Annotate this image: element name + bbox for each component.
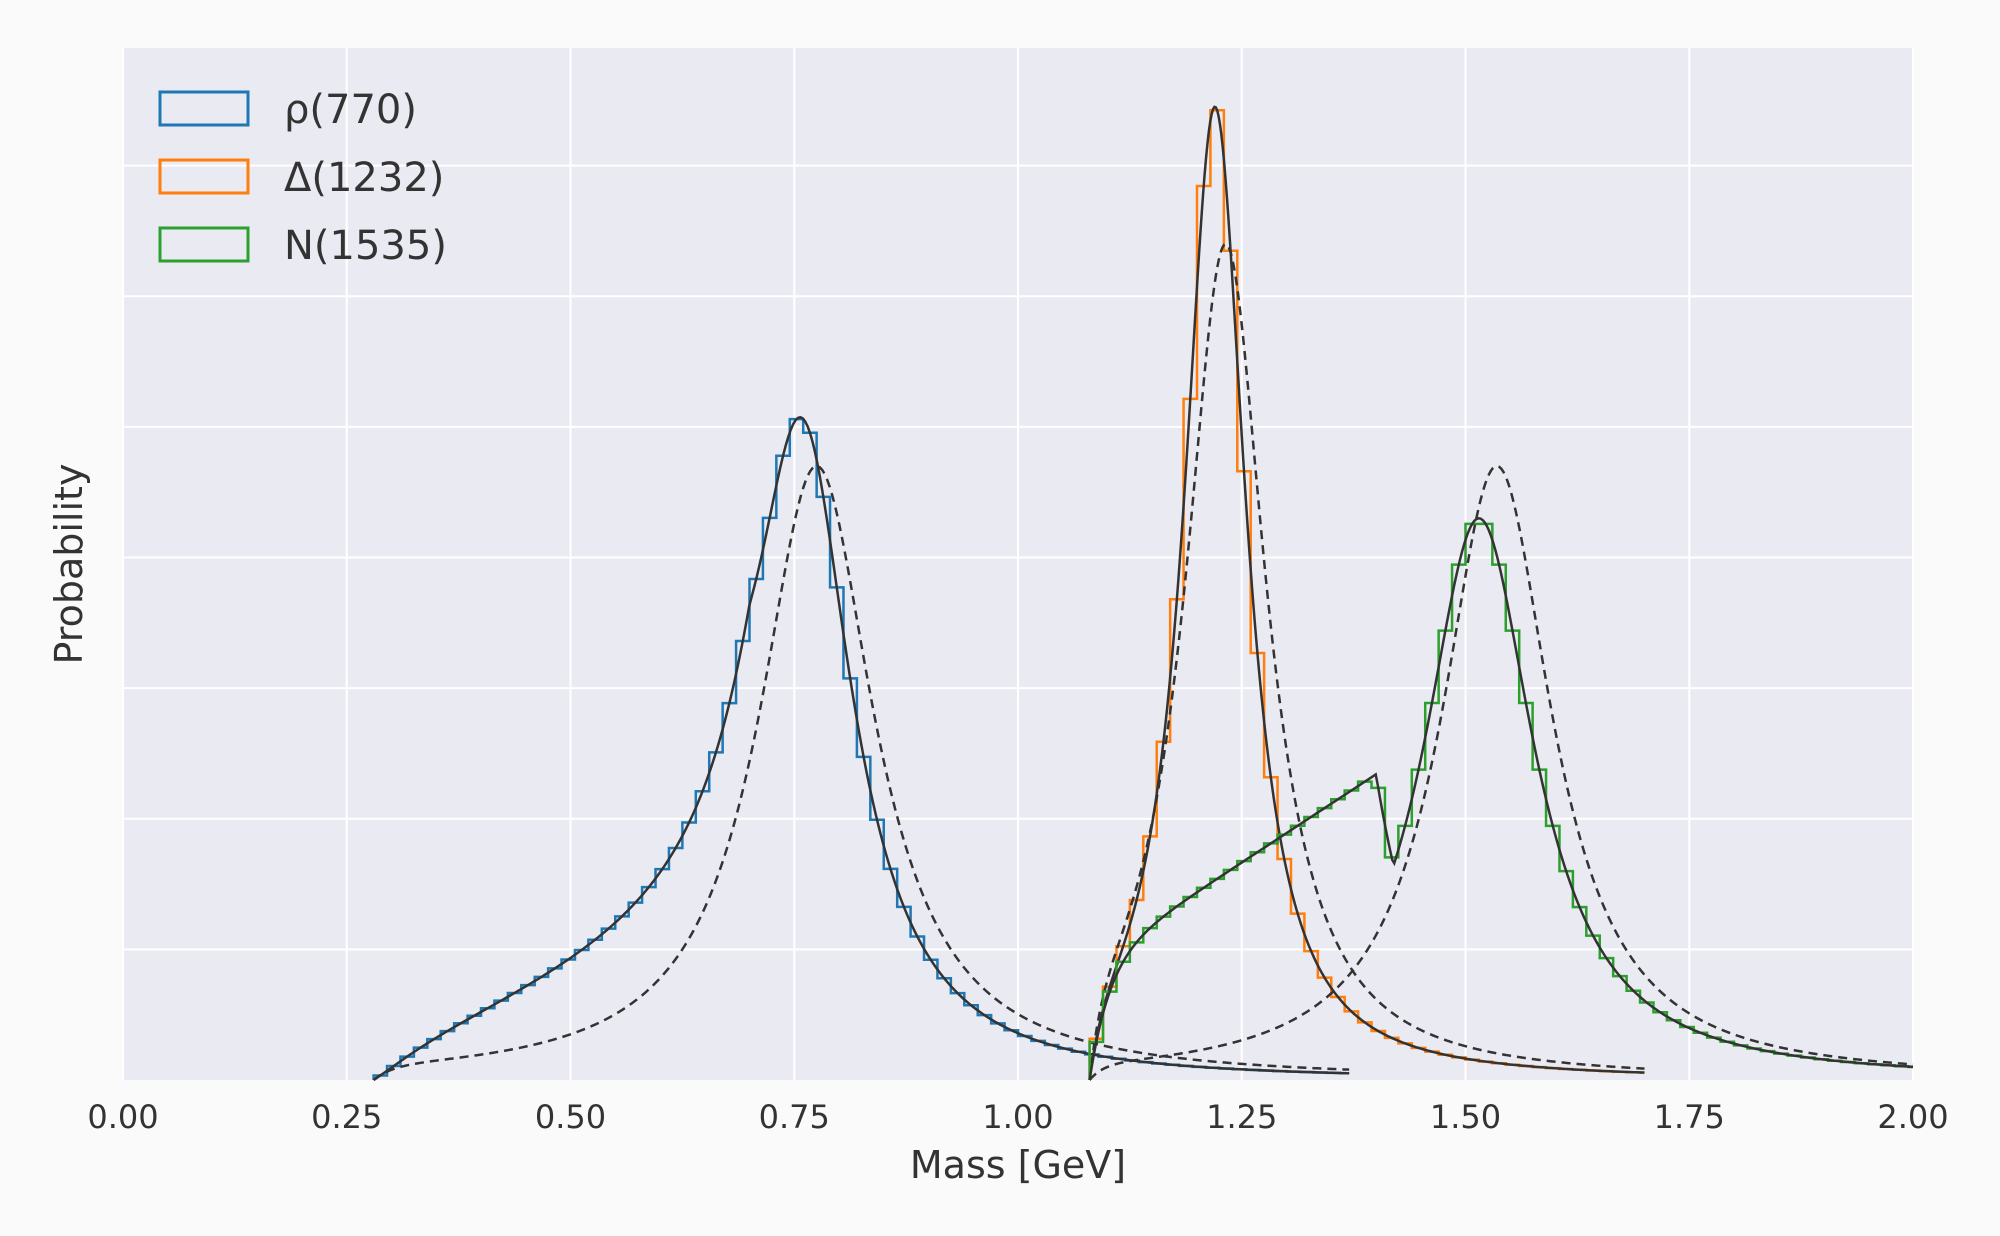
grid-lines [122,48,1914,1080]
legend-label: ρ(770) [284,87,417,133]
x-tick-label: 2.00 [1877,1098,1948,1136]
fit-curve-solid [1088,105,1645,1081]
legend-label: N(1535) [284,223,447,269]
legend: ρ(770) Δ(1232) N(1535) [158,87,447,269]
x-tick-label: 1.75 [1654,1098,1725,1136]
series-group [1088,464,1914,1081]
series-group [1088,105,1645,1081]
fit-curve-solid [372,415,1350,1082]
legend-label: Δ(1232) [284,155,444,201]
x-tick-label: 1.00 [982,1098,1053,1136]
legend-swatch [158,158,250,195]
series-group [372,415,1350,1082]
reference-curve-dashed [372,464,1350,1081]
x-tick-label: 0.25 [311,1098,382,1136]
reference-curve-dashed [1088,242,1645,1081]
x-tick-label: 1.25 [1206,1098,1277,1136]
x-tick-label: 0.75 [759,1098,830,1136]
x-tick-label: 1.50 [1430,1098,1501,1136]
x-tick-label: 0.50 [535,1098,606,1136]
y-axis-label: Probability [47,464,91,665]
legend-swatch [158,226,250,263]
legend-swatch [158,90,250,127]
x-tick-label: 0.00 [87,1098,158,1136]
fit-curve-solid [1088,517,1914,1081]
reference-curve-dashed [1088,464,1914,1081]
x-axis-label: Mass [GeV] [910,1143,1126,1187]
x-tick-labels: 0.00 0.25 0.50 0.75 1.00 1.25 1.50 1.75 2.00 [87,1098,1948,1136]
plot-series [372,105,1914,1082]
